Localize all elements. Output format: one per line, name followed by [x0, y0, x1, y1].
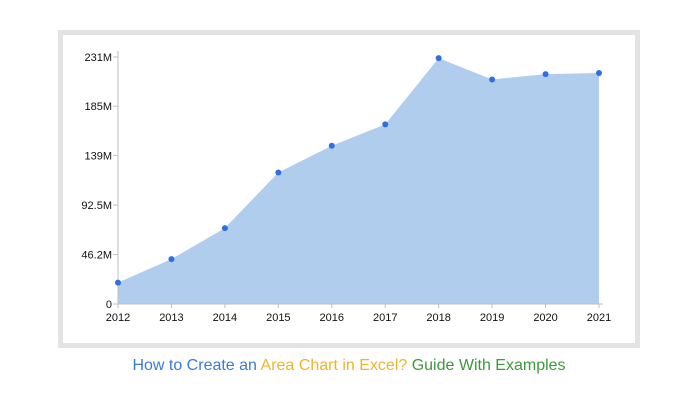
area-layer — [118, 58, 599, 305]
area-chart: 0 46.2M 92.5M 139M 185M 231M 2012 2013 2014 2015 2… — [81, 51, 611, 324]
y-tick-label: 139M — [84, 150, 112, 162]
data-point-2013 — [168, 256, 175, 263]
x-tick-label: 2013 — [159, 312, 183, 324]
x-tick-label: 2017 — [373, 312, 397, 324]
x-tick-label: 2015 — [266, 312, 290, 324]
data-point-2015 — [275, 169, 282, 176]
x-tick-label: 2014 — [213, 312, 237, 324]
series-area — [118, 58, 599, 305]
caption-part-2: Area Chart in Excel? — [260, 357, 408, 374]
data-point-2018 — [435, 55, 442, 62]
data-point-2014 — [221, 225, 228, 232]
caption: How to Create an Area Chart in Excel? Gu… — [0, 356, 698, 376]
caption-part-3: Guide With Examples — [411, 357, 566, 374]
data-point-2017 — [382, 121, 389, 128]
data-point-2021 — [596, 70, 602, 77]
point-layer — [115, 55, 602, 286]
x-tick-label: 2019 — [480, 312, 504, 324]
x-tick-label: 2020 — [533, 312, 557, 324]
caption-part-1: How to Create an — [132, 357, 257, 374]
y-tick-label: 0 — [106, 299, 112, 311]
data-point-2019 — [489, 76, 496, 83]
axis-layer — [113, 51, 603, 308]
data-point-2020 — [542, 71, 549, 78]
x-tick-label: 2018 — [426, 312, 450, 324]
x-tick-label: 2021 — [587, 312, 611, 324]
x-tick-label: 2012 — [106, 312, 130, 324]
data-point-2012 — [115, 279, 121, 286]
y-tick-label: 92.5M — [81, 200, 112, 212]
y-tick-label: 46.2M — [81, 250, 112, 262]
data-point-2016 — [328, 142, 335, 149]
y-tick-label: 185M — [84, 101, 112, 113]
y-tick-label: 231M — [84, 52, 112, 64]
x-tick-label: 2016 — [320, 312, 344, 324]
label-layer: 0 46.2M 92.5M 139M 185M 231M 2012 2013 2014 2015 2… — [81, 52, 611, 324]
